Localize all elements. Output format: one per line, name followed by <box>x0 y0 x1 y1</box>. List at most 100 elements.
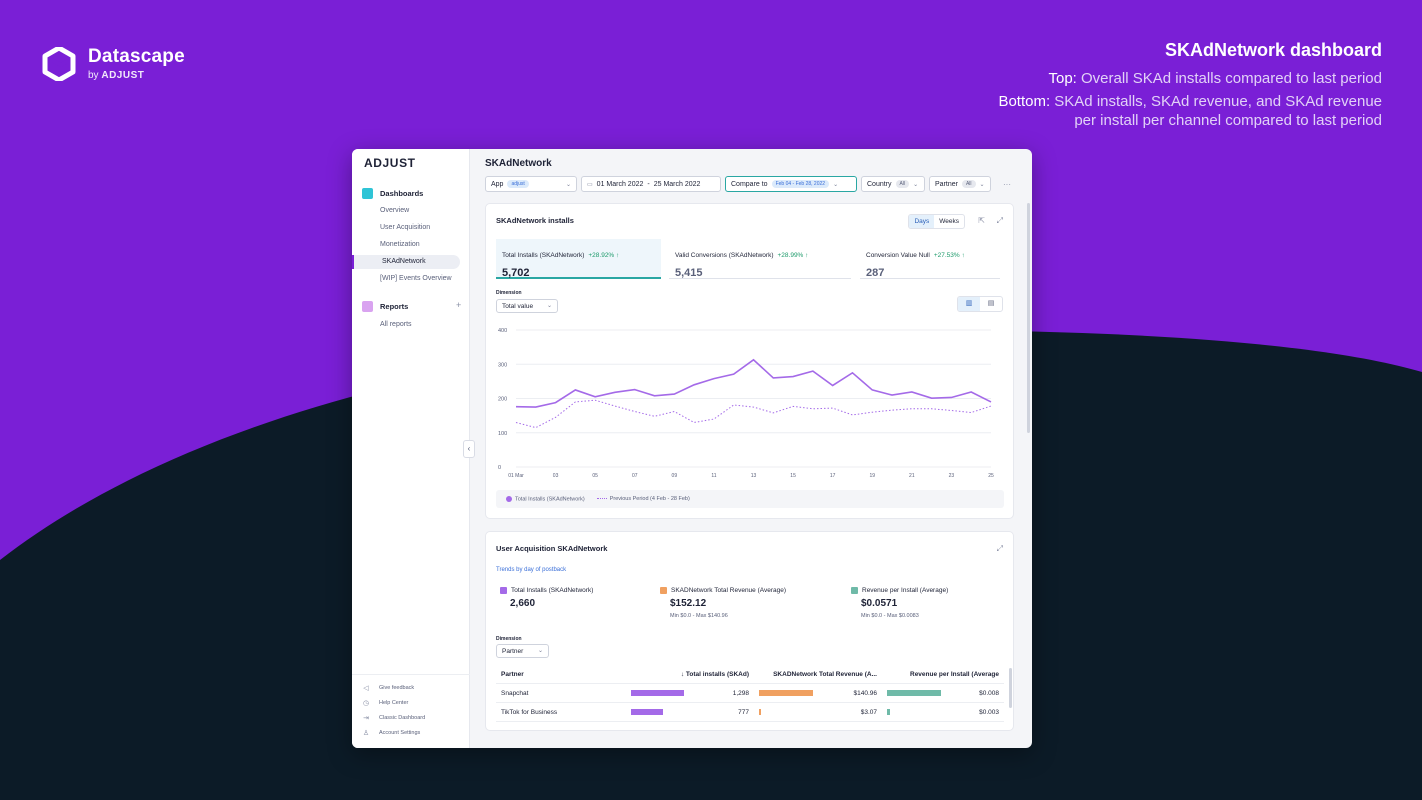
sidebar-item-events-overview[interactable]: [WIP] Events Overview <box>380 275 452 282</box>
collapse-sidebar-button[interactable]: ‹ <box>463 440 475 458</box>
y-tick-label: 300 <box>498 362 507 368</box>
kpi-color-swatch <box>851 587 858 594</box>
cell-revenue: $3.07 <box>754 709 882 716</box>
legend-current[interactable]: Total Installs (SKAdNetwork) <box>506 495 585 502</box>
x-tick-label: 03 <box>553 473 559 479</box>
page-scrollbar[interactable] <box>1027 203 1030 433</box>
column-header-partner[interactable]: Partner <box>501 670 524 678</box>
x-tick-label: 15 <box>790 473 796 479</box>
chevron-down-icon: ⌄ <box>979 181 985 188</box>
column-header-rpi[interactable]: Revenue per Install (Average <box>910 670 999 678</box>
sidebar-item-skadnetwork[interactable]: SKAdNetwork <box>352 255 460 269</box>
installs-card-title: SKAdNetwork installs <box>496 216 574 225</box>
dashboard-icon <box>362 188 373 199</box>
legend-dot-icon <box>506 495 512 502</box>
app-filter[interactable]: App adjust ⌄ <box>485 176 577 192</box>
more-options-icon[interactable]: ··· <box>1003 179 1011 189</box>
exit-icon: ⇥ <box>363 715 369 722</box>
table-view-icon[interactable]: ▤ <box>987 300 995 307</box>
dimension-label: Dimension <box>496 290 522 296</box>
table-row[interactable]: TikTok for Business 777 $3.07 $0.003 <box>496 703 1004 722</box>
revenue-bar <box>759 690 813 696</box>
dimension-select[interactable]: Total value ⌄ <box>496 299 558 313</box>
cell-revenue: $140.96 <box>754 690 882 697</box>
help-icon: ◷ <box>362 700 370 707</box>
expand-icon[interactable]: ⤢ <box>996 544 1003 553</box>
ua-dimension-label: Dimension <box>496 636 522 642</box>
installs-line-chart: 0 100 200 300 400 01 Mar 03 05 07 09 11 13 15 17 19 21 2… <box>498 328 994 479</box>
x-tick-label: 07 <box>632 473 638 479</box>
app-window: ADJUST Dashboards Overview User Acquisit… <box>352 149 1032 748</box>
skadnetwork-installs-card: SKAdNetwork installs Days Weeks ⇱ ⤢ Tota… <box>485 203 1014 519</box>
cell-installs: 777 <box>626 709 754 716</box>
legend-dash-icon <box>596 498 607 500</box>
series-line-current <box>515 358 992 408</box>
column-header-revenue[interactable]: SKADNetwork Total Revenue (A... <box>773 670 877 678</box>
cell-installs: 1,298 <box>626 690 754 697</box>
rpi-bar <box>887 709 890 715</box>
kpi-color-swatch <box>660 587 667 594</box>
ua-subtitle: Trends by day of postback <box>496 567 567 573</box>
headline: SKAdNetwork dashboard Top: Overall SKAd … <box>998 40 1382 134</box>
datascape-logo-icon <box>42 46 76 81</box>
sidebar-item-user-acquisition[interactable]: User Acquisition <box>380 224 431 231</box>
kpi-total-revenue: SKADNetwork Total Revenue (Average) $152… <box>660 587 786 619</box>
user-icon: ♙ <box>362 730 370 737</box>
installs-bar <box>631 690 684 696</box>
toggle-weeks[interactable]: Weeks <box>939 218 959 225</box>
y-tick-label: 0 <box>498 465 501 471</box>
sidebar-footer-classic[interactable]: ⇥ Classic Dashboard <box>363 715 426 722</box>
metric-conversion-value-null[interactable]: Conversion Value Null +27.53% ↑ 287 <box>860 239 1000 279</box>
country-filter[interactable]: Country All ⌄ <box>861 176 925 192</box>
table-scrollbar[interactable] <box>1009 668 1012 708</box>
expand-icon[interactable]: ⤢ <box>996 216 1003 225</box>
toggle-days[interactable]: Days <box>909 215 935 228</box>
kpi-total-installs: Total Installs (SKAdNetwork) 2,660 <box>500 587 593 609</box>
x-tick-label: 09 <box>672 473 678 479</box>
kpi-color-swatch <box>500 587 507 594</box>
sidebar-footer-account[interactable]: ♙ Account Settings <box>362 730 421 737</box>
sidebar-item-overview[interactable]: Overview <box>380 207 410 214</box>
y-tick-label: 100 <box>498 431 507 437</box>
add-report-icon[interactable]: + <box>456 300 462 310</box>
sidebar-item-all-reports[interactable]: All reports <box>380 321 412 328</box>
installs-bar <box>631 709 663 715</box>
x-tick-label: 23 <box>949 473 955 479</box>
date-range-filter[interactable]: ▭ 01 March 2022-25 March 2022 <box>581 176 721 192</box>
x-tick-label: 13 <box>751 473 757 479</box>
feedback-icon: ◁ <box>363 685 369 692</box>
chevron-down-icon: ⌄ <box>565 181 571 188</box>
sidebar-section-reports[interactable]: Reports <box>362 301 408 312</box>
partner-filter[interactable]: Partner All ⌄ <box>929 176 991 192</box>
cell-partner: TikTok for Business <box>501 708 558 716</box>
x-tick-label: 01 Mar <box>508 473 524 479</box>
metric-total-installs[interactable]: Total Installs (SKAdNetwork) +28.92% ↑ 5,… <box>496 239 661 279</box>
compare-filter[interactable]: Compare to Feb 04 - Feb 28, 2022 ⌄ <box>725 176 857 192</box>
page-title: SKAdNetwork <box>485 158 552 169</box>
ua-dimension-select[interactable]: Partner ⌄ <box>496 644 549 658</box>
chevron-down-icon: ⌄ <box>546 303 552 309</box>
column-header-installs[interactable]: ↓ Total installs (SKAd) <box>680 670 749 678</box>
sidebar: ADJUST Dashboards Overview User Acquisit… <box>352 149 470 748</box>
line-chart-view-icon[interactable]: ▥ <box>958 297 980 311</box>
brand: Datascape by ADJUST <box>42 46 185 81</box>
cell-rpi: $0.008 <box>882 690 1004 697</box>
partner-table: Partner ↓ Total installs (SKAd) SKADNetw… <box>496 665 1004 722</box>
legend-previous[interactable]: Previous Period (4 Feb - 28 Feb) <box>596 496 690 502</box>
calendar-icon: ▭ <box>587 181 593 188</box>
table-header: Partner ↓ Total installs (SKAd) SKADNetw… <box>496 665 1004 684</box>
headline-bottom: Bottom: SKAd installs, SKAd revenue, and… <box>998 93 1382 129</box>
y-tick-label: 400 <box>498 328 507 334</box>
export-icon[interactable]: ⇱ <box>978 216 985 225</box>
x-tick-label: 17 <box>830 473 836 479</box>
y-tick-label: 200 <box>498 397 507 403</box>
rpi-bar <box>887 690 941 696</box>
sidebar-item-monetization[interactable]: Monetization <box>380 241 420 248</box>
headline-title: SKAdNetwork dashboard <box>1164 40 1382 60</box>
table-row[interactable]: Snapchat 1,298 $140.96 $0.008 <box>496 684 1004 703</box>
chart-legend: Total Installs (SKAdNetwork) Previous Pe… <box>496 490 1004 508</box>
sidebar-footer-help[interactable]: ◷ Help Center <box>362 700 409 707</box>
sidebar-footer-feedback[interactable]: ◁ Give feedback <box>363 685 415 692</box>
metric-valid-conversions[interactable]: Valid Conversions (SKAdNetwork) +28.99% ↑… <box>669 239 851 279</box>
sidebar-section-dashboards[interactable]: Dashboards <box>362 188 423 199</box>
